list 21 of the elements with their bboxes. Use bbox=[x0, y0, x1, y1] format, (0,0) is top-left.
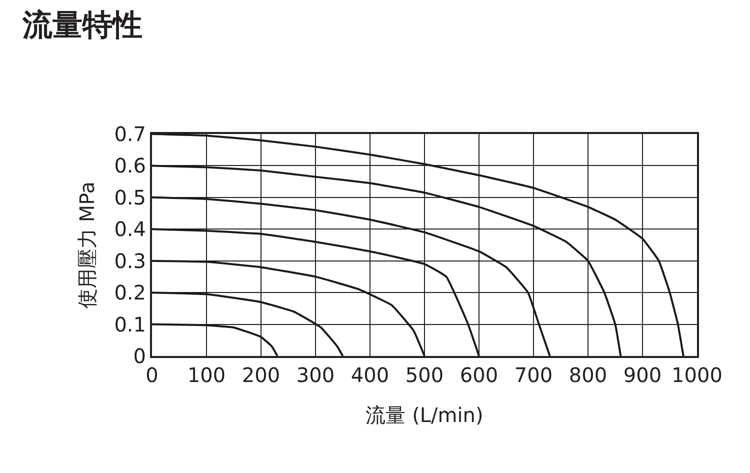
x-tick-label: 800 bbox=[568, 363, 608, 387]
y-tick-label: 0.6 bbox=[114, 154, 146, 178]
y-tick-label: 0.3 bbox=[114, 248, 146, 273]
x-tick-label: 100 bbox=[187, 363, 226, 387]
x-tick-label: 900 bbox=[623, 363, 662, 387]
y-tick-label: 0.2 bbox=[114, 280, 146, 305]
y-tick-label: 0.7 bbox=[114, 122, 146, 146]
y-tick-label: 0.1 bbox=[114, 312, 146, 336]
y-tick-label: 0.4 bbox=[114, 217, 146, 242]
y-axis-title: 使用壓力 MPa bbox=[75, 181, 100, 309]
x-tick-label: 300 bbox=[296, 363, 335, 387]
y-tick-label: 0 bbox=[133, 344, 146, 368]
chart-title: 流量特性 bbox=[22, 8, 142, 44]
x-tick-label: 700 bbox=[514, 363, 553, 387]
x-tick-label: 500 bbox=[405, 363, 444, 387]
x-tick-label: 400 bbox=[350, 363, 390, 387]
y-tick-label: 0.5 bbox=[114, 185, 146, 210]
x-tick-label: 600 bbox=[460, 363, 498, 387]
x-tick-label: 1000 bbox=[672, 363, 722, 387]
x-axis-title: 流量 (L/min) bbox=[366, 403, 484, 427]
x-tick-label: 200 bbox=[242, 363, 280, 387]
